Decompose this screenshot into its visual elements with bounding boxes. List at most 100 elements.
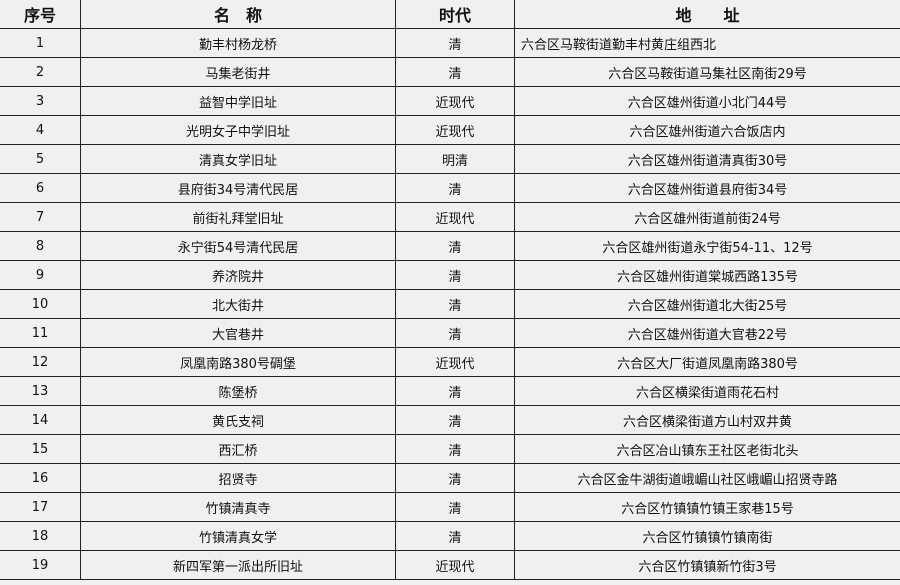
cell-era: 清 bbox=[395, 173, 515, 203]
cell-era: 清 bbox=[395, 318, 515, 348]
cell-era: 清 bbox=[395, 28, 515, 58]
cell-index: 5 bbox=[0, 144, 81, 174]
table-row: 10 北大街井清六合区雄州街道北大街25号 bbox=[0, 289, 900, 319]
cell-address: 六合区雄州街道永宁街54-11、12号 bbox=[514, 231, 900, 261]
cell-name: 新四军第一派出所旧址 bbox=[80, 550, 396, 580]
cell-name: 益智中学旧址 bbox=[80, 86, 396, 116]
cell-name: 竹镇清真女学 bbox=[80, 521, 396, 551]
table-row: 7 前街礼拜堂旧址 近现代 六合区雄州街道前街24号 bbox=[0, 202, 900, 232]
cell-address: 六合区雄州街道清真街30号 bbox=[514, 144, 900, 174]
cell-name: 招贤寺 bbox=[80, 463, 396, 493]
header-name: 名 称 bbox=[80, 0, 396, 29]
cell-era: 近现代 bbox=[395, 115, 515, 145]
cell-name: 养济院井 bbox=[80, 260, 396, 290]
cell-address: 六合区横梁街道雨花石村 bbox=[514, 376, 900, 406]
cell-address: 六合区横梁街道方山村双井黄 bbox=[514, 405, 900, 435]
cell-index: 18 bbox=[0, 521, 81, 551]
cell-era: 清 bbox=[395, 231, 515, 261]
cell-name: 竹镇清真寺 bbox=[80, 492, 396, 522]
cell-name: 陈堡桥 bbox=[80, 376, 396, 406]
cell-era: 近现代 bbox=[395, 347, 515, 377]
cell-index: 1 bbox=[0, 28, 81, 58]
cell-address: 六合区竹镇镇竹镇南街 bbox=[514, 521, 900, 551]
cell-name: 县府街34号清代民居 bbox=[80, 173, 396, 203]
cell-address: 六合区冶山镇东王社区老街北头 bbox=[514, 434, 900, 464]
cell-era: 清 bbox=[395, 434, 515, 464]
table-row: 8 永宁街54号清代民居清六合区雄州街道永宁街54-11、12号 bbox=[0, 231, 900, 261]
cell-index: 7 bbox=[0, 202, 81, 232]
cell-address: 六合区马鞍街道勤丰村黄庄组西北 bbox=[514, 28, 900, 58]
cell-address: 六合区金牛湖街道峨嵋山社区峨嵋山招贤寺路 bbox=[514, 463, 900, 493]
cell-era: 清 bbox=[395, 492, 515, 522]
cell-name: 永宁街54号清代民居 bbox=[80, 231, 396, 261]
cell-era: 清 bbox=[395, 405, 515, 435]
cell-address: 六合区雄州街道前街24号 bbox=[514, 202, 900, 232]
cell-index: 10 bbox=[0, 289, 81, 319]
cell-address: 六合区雄州街道县府街34号 bbox=[514, 173, 900, 203]
cell-address: 六合区马鞍街道马集社区南街29号 bbox=[514, 57, 900, 87]
table-row: 16 招贤寺清六合区金牛湖街道峨嵋山社区峨嵋山招贤寺路 bbox=[0, 463, 900, 493]
table-row: 2 马集老街井清六合区马鞍街道马集社区南街29号 bbox=[0, 57, 900, 87]
table-row: 11 大官巷井清六合区雄州街道大官巷22号 bbox=[0, 318, 900, 348]
cell-era: 清 bbox=[395, 289, 515, 319]
header-era: 时代 bbox=[395, 0, 515, 29]
cell-index: 6 bbox=[0, 173, 81, 203]
cell-index: 14 bbox=[0, 405, 81, 435]
cell-index: 19 bbox=[0, 550, 81, 580]
cell-index: 15 bbox=[0, 434, 81, 464]
table-row: 12 凤凰南路380号碉堡 近现代 六合区大厂街道凤凰南路380号 bbox=[0, 347, 900, 377]
cell-name: 北大街井 bbox=[80, 289, 396, 319]
cell-name: 清真女学旧址 bbox=[80, 144, 396, 174]
cell-era: 清 bbox=[395, 260, 515, 290]
cell-name: 马集老街井 bbox=[80, 57, 396, 87]
cell-address: 六合区大厂街道凤凰南路380号 bbox=[514, 347, 900, 377]
cell-era: 清 bbox=[395, 463, 515, 493]
cell-name: 西汇桥 bbox=[80, 434, 396, 464]
table-row: 18 竹镇清真女学清六合区竹镇镇竹镇南街 bbox=[0, 521, 900, 551]
table-row: 17 竹镇清真寺清六合区竹镇镇竹镇王家巷15号 bbox=[0, 492, 900, 522]
cell-address: 六合区雄州街道大官巷22号 bbox=[514, 318, 900, 348]
cell-index: 4 bbox=[0, 115, 81, 145]
cell-name: 勤丰村杨龙桥 bbox=[80, 28, 396, 58]
cell-index: 2 bbox=[0, 57, 81, 87]
table-row: 9 养济院井清六合区雄州街道棠城西路135号 bbox=[0, 260, 900, 290]
table-row: 14 黄氏支祠清六合区横梁街道方山村双井黄 bbox=[0, 405, 900, 435]
cell-era: 近现代 bbox=[395, 86, 515, 116]
cell-name: 前街礼拜堂旧址 bbox=[80, 202, 396, 232]
cell-name: 大官巷井 bbox=[80, 318, 396, 348]
cell-index: 8 bbox=[0, 231, 81, 261]
cell-address: 六合区雄州街道小北门44号 bbox=[514, 86, 900, 116]
cell-index: 13 bbox=[0, 376, 81, 406]
table-row: 19 新四军第一派出所旧址 近现代 六合区竹镇镇新竹街3号 bbox=[0, 550, 900, 580]
cell-index: 9 bbox=[0, 260, 81, 290]
header-address: 地 址 bbox=[514, 0, 900, 29]
cell-index: 16 bbox=[0, 463, 81, 493]
cell-index: 17 bbox=[0, 492, 81, 522]
cell-index: 12 bbox=[0, 347, 81, 377]
table-row: 1 勤丰村杨龙桥清六合区马鞍街道勤丰村黄庄组西北 bbox=[0, 28, 900, 58]
table-row: 15 西汇桥清六合区冶山镇东王社区老街北头 bbox=[0, 434, 900, 464]
cell-era: 近现代 bbox=[395, 550, 515, 580]
cell-index: 11 bbox=[0, 318, 81, 348]
cell-era: 清 bbox=[395, 376, 515, 406]
table-row: 3 益智中学旧址 近现代 六合区雄州街道小北门44号 bbox=[0, 86, 900, 116]
table-row: 6 县府街34号清代民居清六合区雄州街道县府街34号 bbox=[0, 173, 900, 203]
cell-address: 六合区竹镇镇新竹街3号 bbox=[514, 550, 900, 580]
cell-era: 明清 bbox=[395, 144, 515, 174]
cell-address: 六合区雄州街道棠城西路135号 bbox=[514, 260, 900, 290]
cell-name: 凤凰南路380号碉堡 bbox=[80, 347, 396, 377]
cell-address: 六合区雄州街道六合饭店内 bbox=[514, 115, 900, 145]
cell-address: 六合区雄州街道北大街25号 bbox=[514, 289, 900, 319]
cell-name: 黄氏支祠 bbox=[80, 405, 396, 435]
cell-era: 近现代 bbox=[395, 202, 515, 232]
cell-index: 3 bbox=[0, 86, 81, 116]
header-row: 序号 名 称 时代 地 址 bbox=[0, 0, 900, 29]
table-row: 5 清真女学旧址 明清 六合区雄州街道清真街30号 bbox=[0, 144, 900, 174]
cell-era: 清 bbox=[395, 57, 515, 87]
cell-era: 清 bbox=[395, 521, 515, 551]
table-row: 13 陈堡桥清六合区横梁街道雨花石村 bbox=[0, 376, 900, 406]
header-index: 序号 bbox=[0, 0, 81, 29]
cell-name: 光明女子中学旧址 bbox=[80, 115, 396, 145]
cell-address: 六合区竹镇镇竹镇王家巷15号 bbox=[514, 492, 900, 522]
